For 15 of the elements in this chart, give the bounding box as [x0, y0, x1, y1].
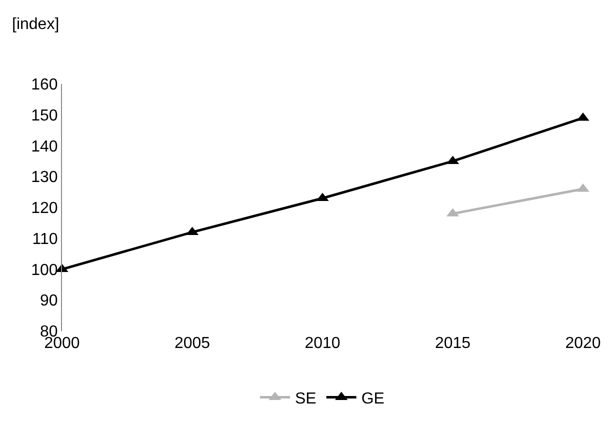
- y-axis-title: [index]: [12, 16, 60, 33]
- y-tick-label: 150: [31, 107, 58, 124]
- legend-label: SE: [295, 390, 316, 408]
- y-tick-label: 160: [31, 76, 58, 94]
- y-tick-label: 130: [31, 169, 58, 186]
- x-tick-label: 2005: [174, 335, 210, 352]
- legend-label: GE: [361, 390, 384, 408]
- x-tick-label: 2020: [565, 335, 601, 352]
- y-tick-label: 120: [31, 200, 58, 218]
- y-tick-label: 140: [31, 138, 58, 156]
- y-tick-label: 90: [40, 292, 58, 310]
- x-tick-label: 2010: [304, 335, 340, 352]
- y-tick-label: 110: [32, 230, 58, 248]
- y-tick-label: 100: [31, 262, 58, 279]
- x-tick-label: 2015: [434, 335, 471, 352]
